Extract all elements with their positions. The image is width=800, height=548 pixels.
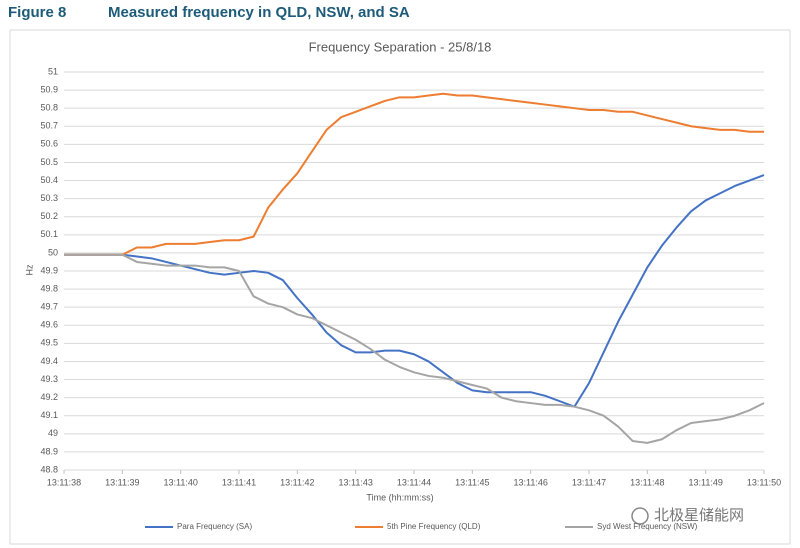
figure-title: Measured frequency in QLD, NSW, and SA: [108, 4, 410, 21]
watermark: 北极星储能网: [654, 507, 744, 524]
x-tick-label: 13:11:39: [105, 477, 139, 487]
legend-label: Para Frequency (SA): [177, 522, 252, 531]
y-tick-label: 48.9: [40, 446, 58, 456]
x-tick-label: 13:11:38: [47, 477, 81, 487]
y-tick-label: 50.2: [40, 211, 58, 221]
y-tick-label: 49: [48, 428, 58, 438]
x-tick-label: 13:11:40: [163, 477, 197, 487]
series-line: [64, 92, 764, 256]
legend-label: Syd West Frequency (NSW): [597, 522, 698, 531]
chart-title: Frequency Separation - 25/8/18: [309, 39, 492, 54]
y-tick-label: 49.7: [40, 302, 58, 312]
x-tick-label: 13:11:50: [747, 477, 781, 487]
figure-label: Figure 8: [8, 4, 66, 21]
y-tick-label: 50.6: [40, 139, 58, 149]
y-tick-label: 50.5: [40, 157, 58, 167]
y-axis-label: Hz: [24, 264, 34, 275]
x-tick-label: 13:11:42: [280, 477, 314, 487]
x-tick-label: 13:11:43: [338, 477, 372, 487]
y-tick-label: 49.5: [40, 338, 58, 348]
y-tick-label: 49.4: [40, 356, 58, 366]
y-tick-label: 51: [48, 66, 58, 76]
series-line: [64, 253, 765, 444]
x-tick-label: 13:11:41: [222, 477, 256, 487]
y-tick-label: 50.4: [40, 175, 58, 185]
y-tick-label: 49.1: [40, 410, 58, 420]
y-tick-label: 50.1: [40, 229, 58, 239]
y-tick-label: 50.8: [40, 103, 58, 113]
chart-frame: [9, 29, 791, 545]
y-tick-label: 49.8: [40, 283, 58, 293]
y-tick-label: 48.8: [40, 464, 58, 474]
y-tick-label: 49.3: [40, 374, 58, 384]
y-tick-label: 49.2: [40, 392, 58, 402]
x-tick-label: 13:11:44: [397, 477, 431, 487]
y-tick-label: 49.9: [40, 265, 58, 275]
y-tick-label: 50.3: [40, 193, 58, 203]
x-tick-label: 13:11:46: [513, 477, 547, 487]
x-axis-label: Time (hh:mm:ss): [366, 492, 433, 502]
legend-label: 5th Pine Frequency (QLD): [387, 522, 481, 531]
x-tick-label: 13:11:48: [630, 477, 664, 487]
y-tick-label: 50.7: [40, 121, 58, 131]
y-tick-label: 49.6: [40, 320, 58, 330]
x-tick-label: 13:11:47: [572, 477, 606, 487]
x-tick-label: 13:11:45: [455, 477, 489, 487]
watermark-icon: [631, 507, 649, 525]
y-tick-label: 50.9: [40, 84, 58, 94]
y-tick-label: 50: [48, 247, 58, 257]
x-tick-label: 13:11:49: [688, 477, 722, 487]
